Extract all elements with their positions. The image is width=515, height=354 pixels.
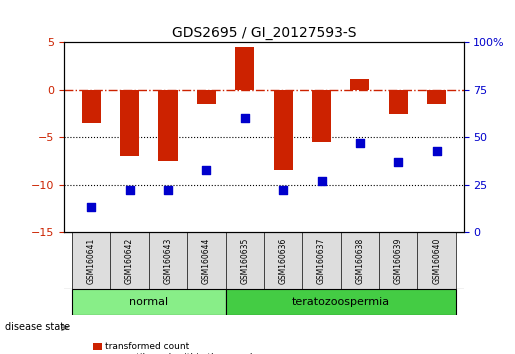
Text: disease state: disease state [5, 322, 70, 332]
Text: GSM160635: GSM160635 [241, 237, 249, 284]
FancyBboxPatch shape [72, 232, 110, 289]
Text: GSM160640: GSM160640 [432, 237, 441, 284]
Text: GSM160644: GSM160644 [202, 237, 211, 284]
Bar [273, 90, 293, 171]
FancyBboxPatch shape [149, 232, 187, 289]
Bar [159, 90, 178, 161]
Point [202, 167, 211, 172]
Bar [389, 90, 408, 114]
Bar [120, 90, 139, 156]
Bar [427, 90, 446, 104]
Bar [235, 47, 254, 90]
Text: GSM160637: GSM160637 [317, 237, 326, 284]
Text: GSM160638: GSM160638 [355, 238, 365, 284]
Bar [82, 90, 101, 123]
FancyBboxPatch shape [302, 232, 341, 289]
Text: teratozoospermia: teratozoospermia [291, 297, 390, 307]
Point [279, 188, 287, 193]
Point [433, 148, 441, 153]
Point [87, 205, 95, 210]
Text: GSM160636: GSM160636 [279, 237, 287, 284]
Bar [312, 90, 331, 142]
Point [394, 159, 402, 165]
Point [317, 178, 325, 184]
FancyBboxPatch shape [72, 289, 226, 315]
Text: transformed count: transformed count [105, 342, 190, 351]
Text: GSM160641: GSM160641 [87, 238, 96, 284]
Bar [350, 79, 369, 90]
Text: GSM160639: GSM160639 [394, 237, 403, 284]
FancyBboxPatch shape [226, 232, 264, 289]
Bar [197, 90, 216, 104]
Text: GSM160642: GSM160642 [125, 238, 134, 284]
FancyBboxPatch shape [264, 232, 302, 289]
FancyBboxPatch shape [187, 232, 226, 289]
FancyBboxPatch shape [110, 232, 149, 289]
FancyBboxPatch shape [418, 232, 456, 289]
FancyBboxPatch shape [341, 232, 379, 289]
Text: percentile rank within the sample: percentile rank within the sample [105, 353, 258, 354]
Title: GDS2695 / GI_20127593-S: GDS2695 / GI_20127593-S [171, 26, 356, 40]
Bar [93, 343, 102, 350]
Text: GSM160643: GSM160643 [163, 237, 173, 284]
FancyBboxPatch shape [226, 289, 456, 315]
Point [241, 115, 249, 121]
Point [356, 140, 364, 146]
Text: normal: normal [129, 297, 168, 307]
FancyBboxPatch shape [379, 232, 418, 289]
Point [164, 188, 172, 193]
Point [126, 188, 134, 193]
